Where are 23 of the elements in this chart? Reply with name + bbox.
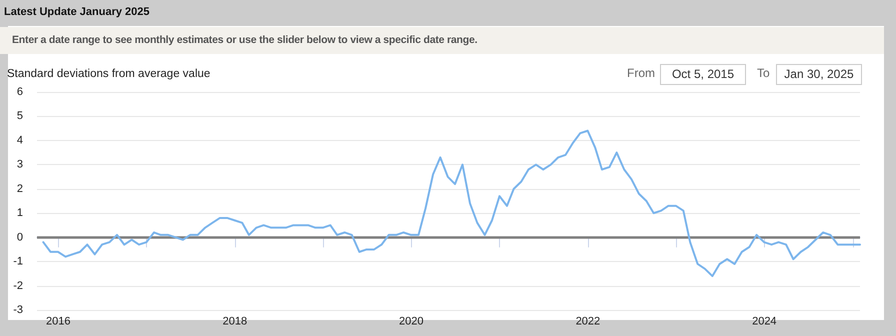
y-tick-label: -1 (13, 256, 23, 268)
text: Oct 5, 2015 (660, 64, 746, 85)
x-tick-label: 2016 (46, 316, 71, 328)
chart-subtitle: Enter a date range to see monthly estimates or use the slider below to view a specific date range. (12, 34, 478, 46)
y-tick-label: 3 (16, 158, 23, 171)
y-tick-label: 1 (16, 207, 23, 220)
x-tick-label: 2020 (399, 316, 424, 328)
text: Jan 30, 2025 (776, 64, 862, 85)
x-tick-label: 2024 (752, 316, 777, 328)
y-tick-label: 6 (16, 86, 23, 98)
y-tick-label: 5 (16, 110, 23, 122)
y-tick-label: 2 (16, 182, 23, 195)
x-tick-label: 2018 (222, 316, 248, 328)
chart-title: Latest Update January 2025 (4, 6, 150, 18)
y-tick-label: -3 (13, 304, 23, 316)
y-axis-title: Standard deviations from average value (7, 68, 210, 80)
y-tick-label: -2 (13, 280, 23, 292)
y-tick-label: 0 (16, 231, 23, 244)
text: To (757, 66, 770, 80)
line-series (42, 130, 861, 278)
y-tick-label: 4 (16, 134, 23, 146)
text: From (627, 66, 655, 80)
x-tick-label: 2022 (576, 316, 600, 328)
